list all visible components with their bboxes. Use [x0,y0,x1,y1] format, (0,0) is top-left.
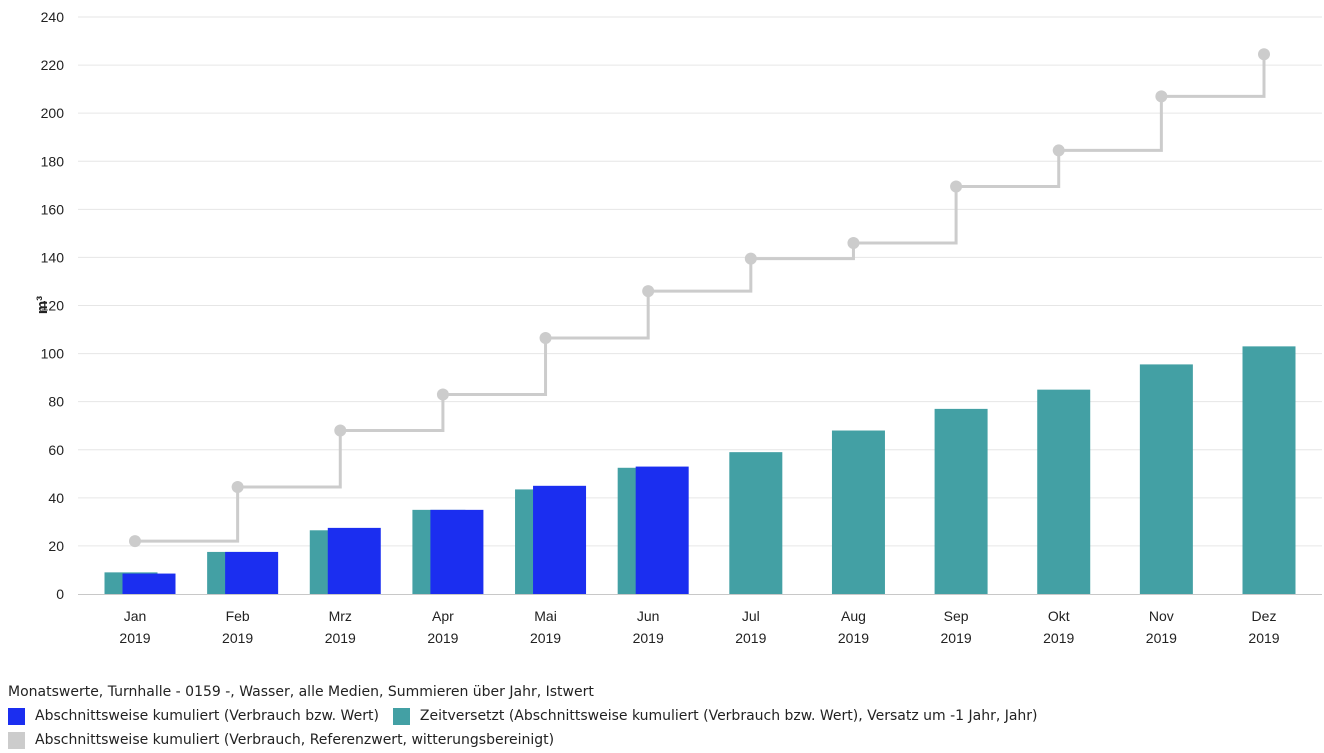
x-tick-label-month: Mrz [329,608,352,624]
x-tick-label-month: Mai [534,608,557,624]
y-tick-label: 40 [48,490,64,506]
bar-abschnittsweise [327,527,381,594]
bar-zeitversetzt [1139,364,1193,594]
x-tick-label-month: Nov [1149,608,1174,624]
bar-abschnittsweise [122,573,176,594]
legend-item-zeitversetzt[interactable]: Zeitversetzt (Abschnittsweise kumuliert … [392,707,1038,725]
x-tick-label-month: Jul [742,608,760,624]
x-tick-label-month: Apr [432,608,454,624]
y-tick-label: 100 [41,346,65,362]
gridlines [78,16,1322,547]
x-tick-label-year: 2019 [838,630,869,646]
step-line-point [1155,90,1168,103]
step-line-point [539,331,552,344]
legend-label-abschnittsweise: Abschnittsweise kumuliert (Verbrauch bzw… [35,708,379,724]
x-tick-label-month: Sep [944,608,969,624]
legend-row-2: Abschnittsweise kumuliert (Verbrauch, Re… [8,728,1052,752]
bar-abschnittsweise [635,466,689,594]
x-axis-ticks: Jan 2019 Feb 2019 Mrz 2019 Apr 2019 Mai 2019 Jun 20… [119,608,1279,646]
bar-zeitversetzt [831,430,885,594]
step-line-point [642,285,655,298]
series-zeitversetzt-bars [104,346,1296,594]
legend-swatch-teal [392,707,410,725]
step-line-point [1258,48,1270,61]
step-line-point [950,180,963,193]
legend-title: Monatswerte, Turnhalle - 0159 -, Wasser,… [8,680,1052,704]
step-line-point [334,424,347,437]
y-tick-label: 180 [41,153,65,169]
legend-swatch-grey [8,731,25,749]
y-tick-label: 140 [41,249,65,265]
y-tick-label: 60 [48,442,64,458]
x-tick-label-year: 2019 [1146,630,1177,646]
y-tick-label: 220 [41,57,65,73]
bar-abschnittsweise [225,551,279,594]
legend-title-text: Monatswerte, Turnhalle - 0159 -, Wasser,… [8,684,594,700]
legend: Monatswerte, Turnhalle - 0159 -, Wasser,… [8,680,1052,752]
bar-zeitversetzt [1242,346,1296,594]
y-axis-label: m³ [34,296,51,314]
legend-label-referenz: Abschnittsweise kumuliert (Verbrauch, Re… [35,732,555,748]
x-tick-label-year: 2019 [941,630,972,646]
bar-abschnittsweise [533,485,587,594]
y-axis-ticks: 0 20 40 60 80 100 120 140 160 180 200 220 240 [41,9,65,602]
step-line-point [436,388,449,401]
x-tick-label-year: 2019 [633,630,664,646]
y-tick-label: 240 [41,9,65,25]
series-abschnittsweise-bars [122,466,689,594]
x-tick-label-year: 2019 [222,630,253,646]
bar-abschnittsweise [430,509,484,594]
chart: 0 20 40 60 80 100 120 140 160 180 200 220 240 m³ Jan… [34,9,1322,646]
bar-zeitversetzt [729,452,783,594]
y-tick-label: 160 [41,201,65,217]
step-line-point [744,252,757,265]
x-tick-label-month: Okt [1048,608,1070,624]
x-tick-label-month: Jun [637,608,660,624]
x-tick-label-year: 2019 [530,630,561,646]
x-tick-label-month: Feb [226,608,250,624]
x-tick-label-year: 2019 [325,630,356,646]
step-line-point [1052,144,1065,157]
x-tick-label-year: 2019 [1043,630,1074,646]
x-tick-label-year: 2019 [427,630,458,646]
x-tick-label-year: 2019 [735,630,766,646]
y-tick-label: 200 [41,105,65,121]
step-line-point [231,481,244,494]
x-tick-label-year: 2019 [119,630,150,646]
y-tick-label: 0 [56,586,64,602]
y-tick-label: 120 [41,298,65,314]
bar-zeitversetzt [934,408,988,594]
y-tick-label: 20 [48,538,64,554]
x-tick-label-year: 2019 [1248,630,1279,646]
legend-swatch-blue [8,707,25,725]
bar-zeitversetzt [1037,389,1091,594]
legend-item-abschnittsweise[interactable]: Abschnittsweise kumuliert (Verbrauch bzw… [8,707,379,725]
x-tick-label-month: Dez [1252,608,1277,624]
x-tick-label-month: Jan [124,608,147,624]
step-line-path [135,54,1266,543]
legend-item-referenz[interactable]: Abschnittsweise kumuliert (Verbrauch, Re… [8,731,554,749]
x-tick-label-month: Aug [841,608,866,624]
step-line-point [847,236,860,249]
series-referenz-step-line [129,48,1270,548]
legend-row-1: Abschnittsweise kumuliert (Verbrauch bzw… [8,704,1052,728]
legend-label-zeitversetzt: Zeitversetzt (Abschnittsweise kumuliert … [419,708,1038,724]
step-line-point [129,535,141,548]
y-tick-label: 80 [48,394,64,410]
